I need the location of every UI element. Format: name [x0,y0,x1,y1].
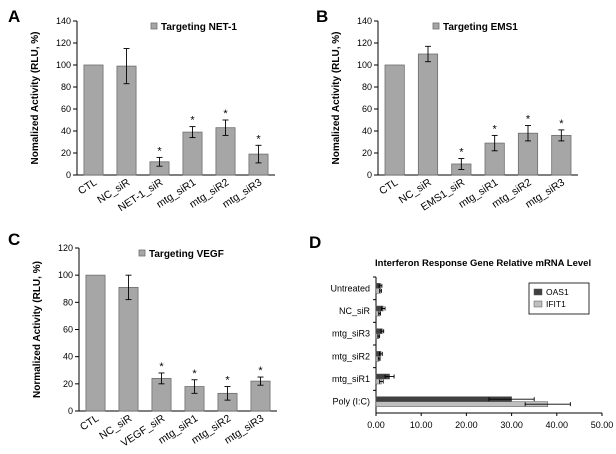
panel-letter: A [8,7,20,26]
bar [83,64,104,176]
y-tick-label: 80 [362,82,372,92]
legend-label: OAS1 [546,287,569,297]
category-label: CTL [76,176,99,197]
significance-star: * [493,123,498,135]
y-tick-label: 0 [66,170,71,180]
panel-d-chart: D Interferon Response Gene Relative mRNA … [309,233,613,430]
category-label: CTL [78,412,101,433]
y-axis-label: Nomalized Activity (RLU, %) [331,32,342,165]
panel-a-chart: A 0 20 40 60 80 100 120 140 Nomalized Activity (R… [8,7,275,214]
y-tick-label: 100 [56,60,71,70]
y-tick-label: 80 [61,82,71,92]
bar [182,131,203,176]
panel-letter: C [8,230,20,249]
x-tick-label: 0.00 [367,420,385,430]
legend-swatch [533,288,543,296]
significance-star: * [192,368,197,380]
category-label: Untreated [330,283,370,293]
y-tick-label: 40 [61,126,71,136]
category-label: Poly (I:C) [332,397,370,407]
y-tick-label: 140 [56,16,71,26]
legend-label: Targeting NET-1 [161,22,237,33]
y-tick-label: 120 [58,243,73,253]
significance-star: * [157,145,162,157]
y-tick-label: 80 [63,297,73,307]
significance-star: * [526,114,531,126]
significance-star: * [559,118,564,130]
y-tick-label: 140 [357,16,372,26]
y-tick-label: 40 [63,352,73,362]
y-axis-label: Nomalized Activity (RLU, %) [30,32,41,165]
legend-swatch [533,300,543,308]
y-tick-label: 60 [362,104,372,114]
y-tick-label: 20 [61,148,71,158]
legend-box [528,282,590,315]
y-tick-label: 100 [357,60,372,70]
bar [417,53,439,176]
category-label: mtg_siR3 [332,329,370,339]
category-label: mtg_siR1 [332,374,370,384]
y-tick-label: 120 [56,38,71,48]
y-tick-label: 0 [68,406,73,416]
x-tick-label: 10.00 [410,420,433,430]
x-tick-label: 50.00 [591,420,614,430]
significance-star: * [223,108,228,120]
significance-star: * [459,147,464,159]
legend-swatch [138,249,146,257]
chart-title: Interferon Response Gene Relative mRNA L… [375,258,591,269]
y-tick-label: 40 [362,126,372,136]
significance-star: * [190,115,195,127]
panel-letter: B [316,7,328,26]
significance-star: * [258,365,263,377]
category-label: mtg_siR2 [332,351,370,361]
bar-ifit1 [375,401,549,407]
legend-label: Targeting VEGF [149,249,224,260]
significance-star: * [159,361,164,373]
legend-label: IFIT1 [546,299,566,309]
x-tick-label: 30.00 [500,420,523,430]
legend-label: Targeting EMS1 [443,22,518,33]
y-tick-label: 120 [357,38,372,48]
y-tick-label: 100 [58,270,73,280]
panel-c-chart: C 0 20 40 60 80 100 120 Normalized Activity (RLU… [8,230,277,450]
panel-letter: D [309,233,321,252]
category-label: CTL [377,176,400,197]
x-tick-label: 40.00 [546,420,569,430]
bar [384,64,405,176]
bar [118,286,139,412]
category-label: NC_siR [339,306,371,316]
legend-swatch [432,22,440,30]
y-tick-label: 20 [63,379,73,389]
significance-star: * [225,375,230,387]
significance-star: * [256,133,261,145]
legend-swatch [150,22,158,30]
bar [85,274,106,412]
y-axis-label: Normalized Activity (RLU, %) [32,261,43,398]
y-tick-label: 60 [61,104,71,114]
panel-b-chart: B 0 20 40 60 80 100 120 140 Nomalized Activity (R… [316,7,578,214]
y-tick-label: 60 [63,325,73,335]
y-tick-label: 20 [362,148,372,158]
x-tick-label: 20.00 [455,420,478,430]
y-tick-label: 0 [367,170,372,180]
